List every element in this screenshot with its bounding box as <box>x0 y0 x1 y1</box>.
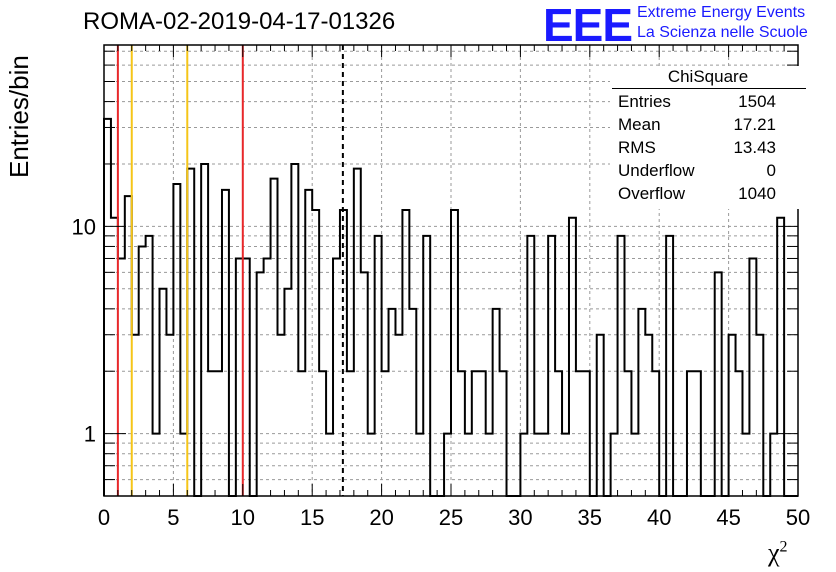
x-tick-label: 5 <box>167 505 179 530</box>
stat-value: 17.21 <box>733 115 776 134</box>
y-tick-label: 1 <box>84 422 96 447</box>
x-tick-label: 10 <box>231 505 255 530</box>
stat-value: 1040 <box>738 184 776 203</box>
reference-lines <box>116 45 344 496</box>
stat-value: 0 <box>766 161 776 180</box>
x-tick-label: 50 <box>786 505 810 530</box>
stat-value: 13.43 <box>733 138 776 157</box>
stat-key: Underflow <box>618 161 695 180</box>
logo-text-line2: La Scienza nelle Scuole <box>637 24 808 41</box>
stat-value: 1504 <box>738 92 776 111</box>
x-tick-label: 0 <box>98 505 110 530</box>
stats-divider <box>612 88 806 89</box>
stat-key: Mean <box>618 115 661 134</box>
x-axis-label: χ2 <box>768 538 788 567</box>
stat-key: RMS <box>618 138 656 157</box>
stat-key: Overflow <box>618 184 686 203</box>
stats-box: ChiSquare Entries 1504 Mean 17.21 RMS 13… <box>610 66 806 209</box>
x-tick-label: 40 <box>647 505 671 530</box>
eee-logo: EEE <box>543 0 633 51</box>
axis-ticks <box>103 45 799 497</box>
axis-tick-labels: 0 5 10 15 20 25 30 35 40 45 50 1 10 <box>72 214 811 530</box>
stats-title: ChiSquare <box>667 67 749 86</box>
y-axis-label: Entries/bin <box>4 55 34 178</box>
y-tick-label: 10 <box>72 214 96 239</box>
x-tick-label: 20 <box>369 505 393 530</box>
x-tick-label: 35 <box>578 505 602 530</box>
chart-title: ROMA-02-2019-04-17-01326 <box>83 8 396 35</box>
x-tick-label: 45 <box>716 505 740 530</box>
x-tick-label: 30 <box>508 505 532 530</box>
x-tick-label: 15 <box>300 505 324 530</box>
stat-key: Entries <box>618 92 671 111</box>
x-tick-label: 25 <box>439 505 463 530</box>
logo-text-line1: Extreme Energy Events <box>637 4 806 21</box>
